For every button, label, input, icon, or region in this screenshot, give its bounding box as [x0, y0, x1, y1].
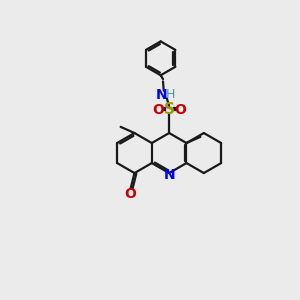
Text: O: O — [174, 103, 186, 117]
Text: H: H — [166, 88, 175, 101]
Text: N: N — [164, 168, 176, 182]
Text: O: O — [152, 103, 164, 117]
Text: N: N — [156, 88, 167, 101]
Text: O: O — [125, 187, 136, 201]
Text: S: S — [164, 102, 175, 117]
